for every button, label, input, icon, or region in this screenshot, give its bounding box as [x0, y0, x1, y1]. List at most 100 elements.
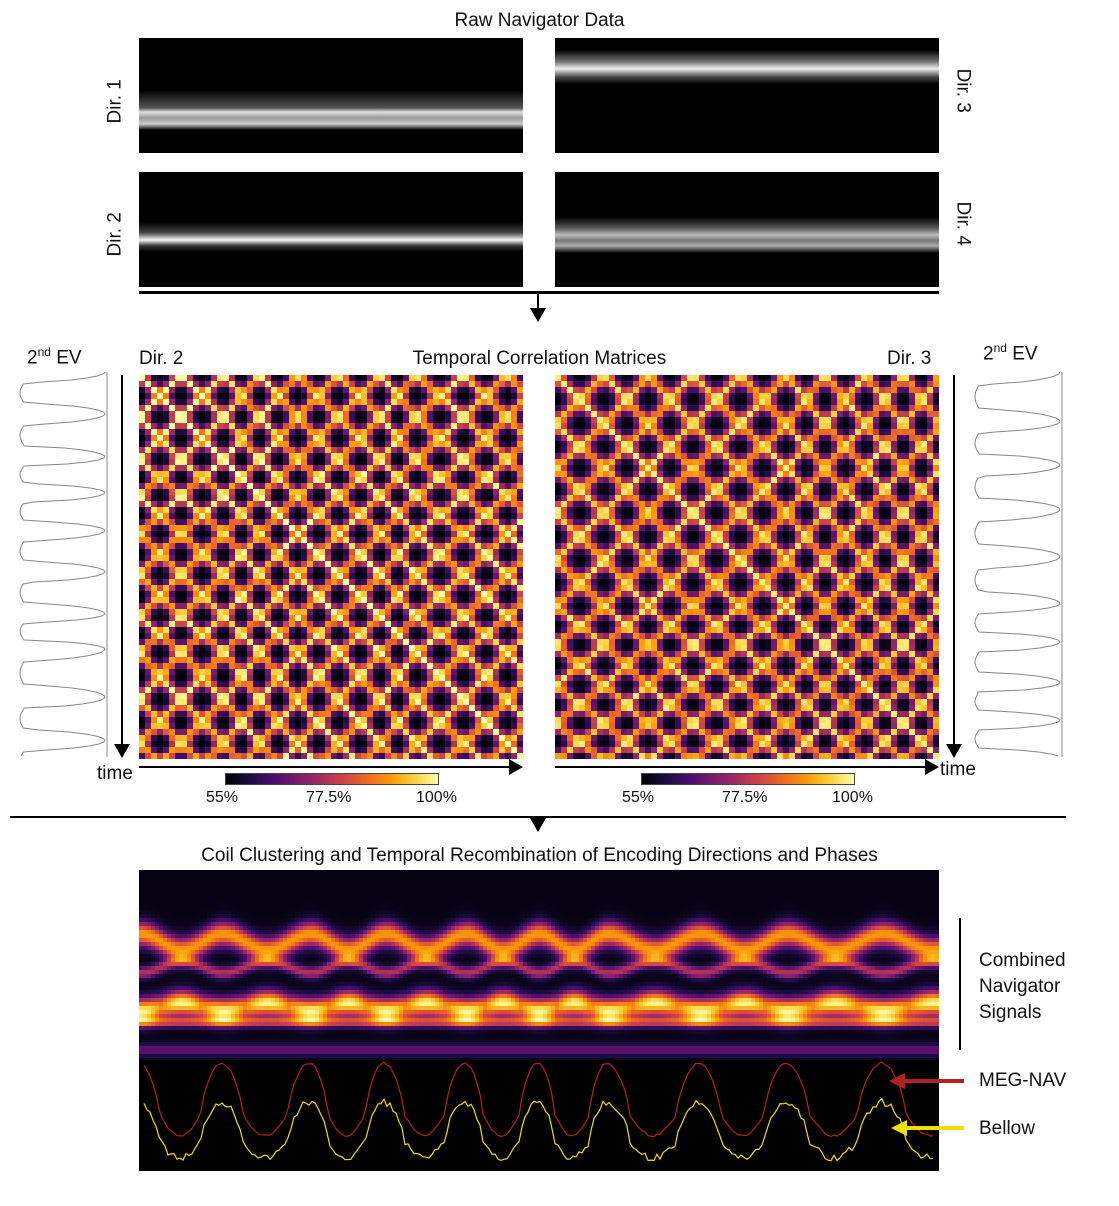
corr-cell — [253, 579, 260, 586]
corr-cell — [361, 537, 368, 544]
corr-cell — [487, 573, 494, 580]
corr-cell — [265, 477, 272, 484]
corr-cell — [367, 405, 374, 412]
corr-cell — [319, 387, 326, 394]
corr-cell — [325, 663, 332, 670]
corr-cell — [265, 597, 272, 604]
corr-cell — [187, 615, 194, 622]
corr-cell — [301, 399, 308, 406]
corr-cell — [747, 411, 754, 418]
corr-cell — [271, 621, 278, 628]
corr-cell — [301, 657, 308, 664]
corr-cell — [391, 657, 398, 664]
corr-cell — [493, 531, 500, 538]
corr-cell — [325, 471, 332, 478]
corr-cell — [289, 495, 296, 502]
corr-cell — [855, 399, 862, 406]
corr-cell — [211, 435, 218, 442]
corr-cell — [391, 753, 398, 759]
corr-cell — [855, 387, 862, 394]
corr-cell — [867, 411, 874, 418]
corr-cell — [169, 507, 176, 514]
corr-cell — [271, 585, 278, 592]
corr-cell — [169, 519, 176, 526]
corr-cell — [687, 423, 694, 430]
corr-cell — [445, 531, 452, 538]
corr-cell — [343, 579, 350, 586]
corr-cell — [157, 681, 164, 688]
corr-cell — [511, 603, 518, 610]
corr-cell — [253, 471, 260, 478]
corr-cell — [313, 711, 320, 718]
corr-cell — [669, 429, 676, 436]
corr-cell — [361, 639, 368, 646]
corr-cell — [403, 393, 410, 400]
corr-cell — [343, 531, 350, 538]
corr-cell — [253, 615, 260, 622]
corr-cell — [475, 567, 482, 574]
corr-cell — [627, 435, 634, 442]
corr-cell — [421, 627, 428, 634]
corr-cell — [265, 543, 272, 550]
corr-cell — [819, 423, 826, 430]
corr-cell — [169, 609, 176, 616]
corr-cell — [289, 675, 296, 682]
corr-cell — [457, 663, 464, 670]
corr-cell — [283, 555, 290, 562]
corr-cell — [151, 477, 158, 484]
ev-label-left: 2nd EV — [27, 345, 82, 369]
corr-cell — [675, 423, 682, 430]
corr-cell — [615, 435, 622, 442]
corr-cell — [469, 567, 476, 574]
corr-cell — [379, 471, 386, 478]
corr-cell — [217, 669, 224, 676]
corr-cell — [337, 549, 344, 556]
corr-cell — [427, 489, 434, 496]
corr-cell — [277, 591, 284, 598]
corr-cell — [415, 705, 422, 712]
corr-cell — [451, 495, 458, 502]
corr-cell — [163, 399, 170, 406]
corr-cell — [157, 555, 164, 562]
corr-cell — [205, 375, 212, 382]
corr-cell — [493, 435, 500, 442]
corr-cell — [511, 513, 518, 520]
corr-cell — [337, 513, 344, 520]
corr-cell — [307, 681, 314, 688]
corr-cell — [301, 687, 308, 694]
corr-cell — [259, 537, 266, 544]
corr-cell — [157, 753, 164, 759]
corr-cell — [265, 735, 272, 742]
corr-cell — [433, 699, 440, 706]
corr-cell — [933, 387, 939, 394]
corr-cell — [771, 423, 778, 430]
corr-cell — [415, 513, 422, 520]
corr-cell — [771, 411, 778, 418]
corr-cell — [181, 483, 188, 490]
corr-cell — [175, 399, 182, 406]
corr-cell — [139, 417, 146, 424]
corr-cell — [879, 447, 886, 454]
corr-cell — [307, 609, 314, 616]
corr-cell — [337, 615, 344, 622]
corr-cell — [403, 723, 410, 730]
corr-cell — [445, 495, 452, 502]
corr-cell — [139, 585, 146, 592]
corr-cell — [331, 711, 338, 718]
corr-cell — [343, 471, 350, 478]
corr-cell — [271, 567, 278, 574]
corr-cell — [687, 411, 694, 418]
corr-cell — [247, 447, 254, 454]
corr-cell — [897, 405, 904, 412]
corr-cell — [355, 615, 362, 622]
corr-cell — [265, 591, 272, 598]
corr-cell — [313, 615, 320, 622]
corr-cell — [199, 753, 206, 759]
corr-cell — [615, 423, 622, 430]
corr-cell — [295, 723, 302, 730]
corr-cell — [187, 435, 194, 442]
corr-cell — [481, 741, 488, 748]
corr-cell — [223, 669, 230, 676]
corr-cell — [469, 417, 476, 424]
corr-cell — [241, 489, 248, 496]
